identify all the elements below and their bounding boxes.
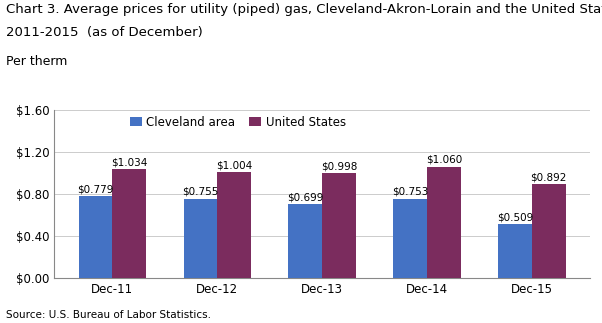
Text: $0.753: $0.753 [392, 187, 429, 197]
Text: $1.034: $1.034 [111, 157, 147, 167]
Text: $0.779: $0.779 [77, 184, 114, 194]
Bar [322, 173, 356, 278]
Bar [532, 184, 566, 278]
Text: 2011-2015  (as of December): 2011-2015 (as of December) [6, 26, 203, 39]
Bar [217, 172, 250, 278]
Text: $0.892: $0.892 [530, 172, 567, 182]
Text: Chart 3. Average prices for utility (piped) gas, Cleveland-Akron-Lorain and the : Chart 3. Average prices for utility (pip… [6, 3, 602, 16]
Bar [184, 199, 217, 278]
Bar [498, 224, 532, 278]
Text: $0.998: $0.998 [321, 161, 357, 171]
Text: $0.755: $0.755 [182, 187, 219, 197]
Bar [288, 204, 322, 278]
Text: $1.004: $1.004 [216, 161, 252, 171]
Text: Source: U.S. Bureau of Labor Statistics.: Source: U.S. Bureau of Labor Statistics. [6, 310, 211, 320]
Legend: Cleveland area, United States: Cleveland area, United States [130, 116, 346, 129]
Bar [427, 167, 461, 278]
Text: $0.699: $0.699 [287, 193, 323, 203]
Text: Per therm: Per therm [6, 55, 67, 68]
Bar [78, 196, 112, 278]
Bar [112, 169, 146, 278]
Bar [394, 199, 427, 278]
Text: $0.509: $0.509 [497, 213, 533, 223]
Text: $1.060: $1.060 [426, 155, 462, 165]
